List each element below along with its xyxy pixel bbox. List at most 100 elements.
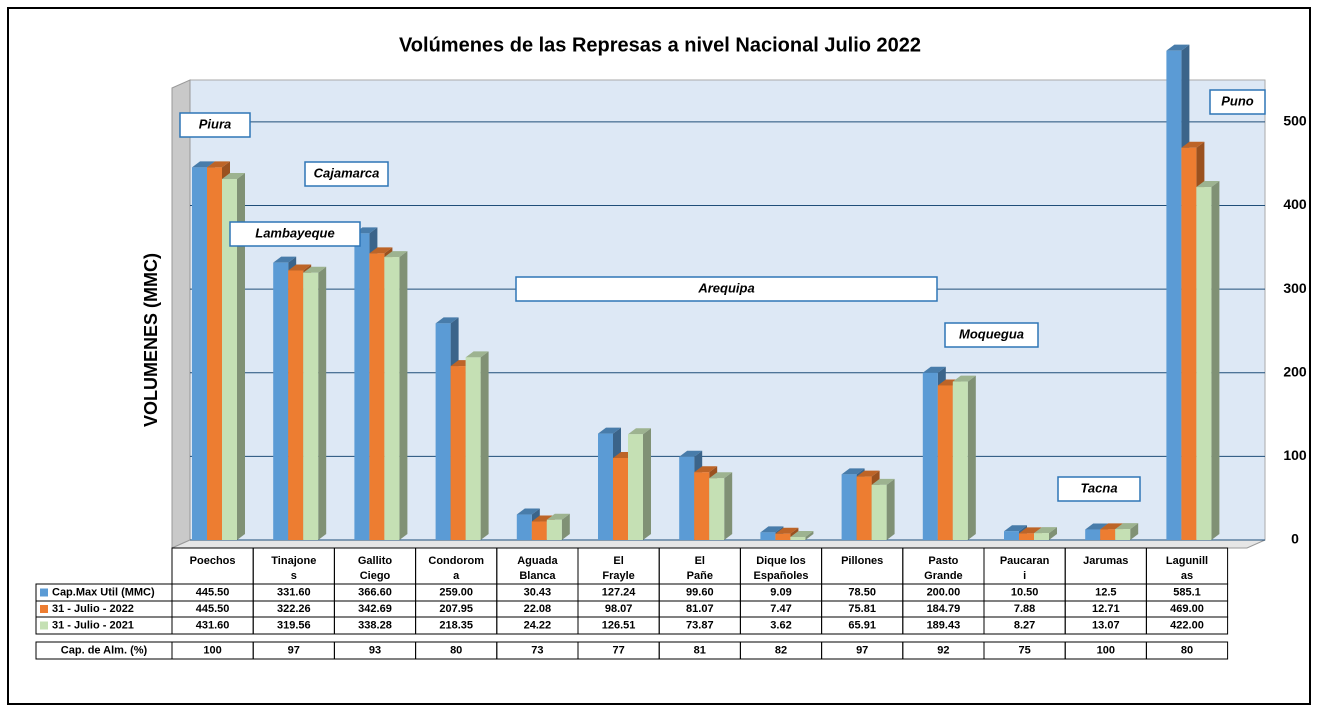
table-value: 99.60 [686, 586, 714, 598]
annotation-box [515, 276, 938, 302]
bar-top [790, 530, 814, 537]
bar-top [546, 513, 570, 520]
bar-side [480, 351, 489, 540]
bar-top [369, 247, 393, 254]
bar [856, 476, 872, 540]
x-tick-label: Pasto Grande [924, 555, 963, 582]
bar [790, 536, 806, 540]
bar [1019, 533, 1034, 540]
legend-swatch [40, 621, 48, 630]
table-value: 12.71 [1092, 603, 1120, 615]
table-value: 7.88 [1014, 603, 1035, 615]
bar-top [598, 427, 621, 434]
bar [273, 262, 289, 540]
table-value: 73 [531, 644, 543, 656]
bar [613, 457, 628, 540]
bar-top [1019, 527, 1042, 534]
table-value: 259.00 [439, 586, 473, 598]
bar-side [1211, 181, 1220, 540]
bar [871, 484, 887, 540]
bar [516, 514, 532, 540]
bar [303, 272, 319, 540]
bar [1115, 529, 1131, 540]
bar-side [1130, 523, 1139, 540]
table-value: 331.60 [277, 586, 311, 598]
bar-top [207, 161, 230, 168]
x-tick-label: Dique los Españoles [753, 555, 808, 582]
bar-top [1196, 181, 1220, 188]
annotation-box [304, 161, 389, 187]
table-value: 10.50 [1011, 586, 1039, 598]
bar-side [724, 472, 733, 540]
bar [952, 381, 968, 540]
x-tick-label: Paucaran i [1000, 555, 1050, 582]
bar [1085, 529, 1101, 540]
x-tick-label: Lagunill as [1166, 555, 1208, 582]
annotation: Moquegua [959, 326, 1024, 341]
table-value: 80 [450, 644, 462, 656]
table-value: 22.08 [524, 603, 552, 615]
annotation: Cajamarca [314, 165, 380, 180]
table-value: 81 [694, 644, 706, 656]
bar [435, 323, 451, 540]
table-value: 338.28 [358, 619, 392, 631]
legend-label: Cap.Max Util (MMC) [52, 586, 155, 598]
table-value: 97 [288, 644, 300, 656]
y-tick-label: 100 [1283, 447, 1307, 463]
bar-top [922, 366, 946, 373]
y-tick-label: 200 [1283, 363, 1307, 379]
table-value: 75 [1018, 644, 1030, 656]
table-value: 218.35 [439, 619, 473, 631]
bar-side [318, 266, 327, 540]
bar-side [399, 251, 408, 541]
table-cell [1145, 616, 1229, 635]
bar [679, 456, 695, 540]
table-value: 127.24 [602, 586, 637, 598]
table-value: 7.47 [770, 603, 791, 615]
floor [171, 539, 1266, 549]
bar [775, 533, 791, 540]
annotation: Arequipa [697, 280, 754, 295]
bar-top [1100, 523, 1124, 530]
table-value: 342.69 [358, 603, 392, 615]
bar-side [1049, 527, 1057, 540]
table-value: 431.60 [196, 619, 230, 631]
bar [450, 366, 466, 540]
bar-top [1181, 141, 1205, 148]
bar [288, 270, 304, 540]
legend-swatch [40, 605, 48, 613]
bar-top [856, 470, 880, 477]
bar [354, 233, 370, 540]
bar-top [1034, 527, 1057, 534]
bar [1100, 529, 1116, 540]
bar [1034, 533, 1049, 540]
bar [1166, 50, 1182, 540]
bar [694, 472, 710, 540]
table-value: 73.87 [686, 619, 714, 631]
table-value: 189.43 [927, 619, 961, 631]
bar [1181, 147, 1197, 540]
y-tick-label: 400 [1283, 196, 1307, 212]
table-value: 100 [203, 644, 221, 656]
bar-side [643, 428, 651, 540]
table-value: 13.07 [1092, 619, 1120, 631]
bar-top [273, 256, 297, 263]
y-tick-label: 0 [1291, 531, 1299, 547]
table-value: 100 [1097, 644, 1115, 656]
chart-title: Volúmenes de las Represas a nivel Nacion… [399, 34, 921, 56]
bar-top [709, 472, 733, 479]
side-wall [171, 79, 191, 549]
bar-top [222, 173, 245, 180]
x-tick-label: Condorom a [428, 555, 484, 582]
annotation-box [1209, 89, 1266, 115]
y-axis-title: VOLUMENES (MMC) [141, 253, 161, 427]
table-value: 78.50 [848, 586, 876, 598]
bar [937, 385, 953, 540]
annotation: Piura [199, 116, 232, 131]
bar [922, 372, 938, 540]
table-value: 81.07 [686, 603, 714, 615]
bar-top [871, 478, 895, 485]
bar [384, 257, 400, 540]
table-value: 445.50 [196, 586, 230, 598]
legend-label: 31 - Julio - 2022 [52, 603, 134, 615]
